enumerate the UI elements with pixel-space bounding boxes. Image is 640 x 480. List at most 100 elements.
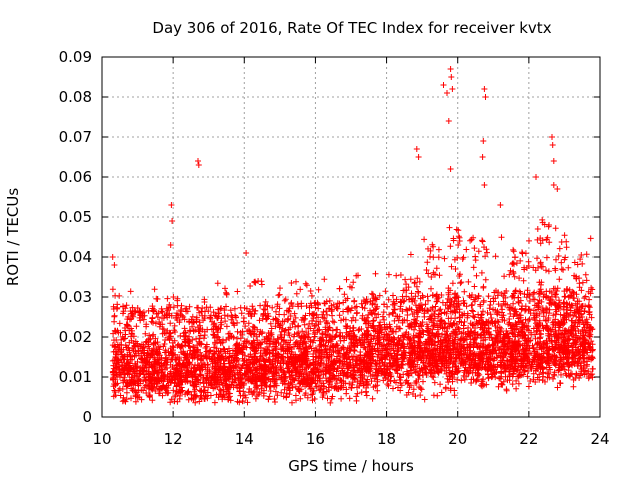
roti-point [329, 327, 336, 334]
roti-point [346, 395, 353, 402]
roti-point [175, 341, 182, 348]
roti-point [285, 316, 292, 323]
roti-point [461, 376, 468, 383]
roti-point [275, 292, 282, 299]
roti-point [260, 306, 267, 313]
roti-point [524, 373, 531, 380]
roti-point [536, 376, 543, 383]
roti-point [120, 310, 126, 317]
roti-point [207, 392, 214, 399]
roti-point [167, 399, 174, 406]
roti-point [268, 331, 275, 338]
roti-point [588, 314, 595, 321]
roti-point [222, 285, 228, 292]
roti-point [214, 280, 221, 287]
roti-point [501, 273, 508, 280]
roti-point [547, 366, 554, 373]
roti-point [263, 316, 270, 323]
roti-point [390, 292, 396, 299]
roti-point [377, 319, 384, 326]
roti-point [111, 318, 118, 325]
roti-point [465, 278, 472, 285]
roti-point [368, 290, 375, 297]
roti-point [583, 251, 590, 258]
roti-point [390, 385, 396, 392]
roti-point [149, 315, 156, 322]
roti-point [287, 380, 294, 387]
roti-point [278, 389, 285, 396]
roti-point [482, 253, 489, 260]
roti-point [482, 276, 489, 283]
roti-point [224, 313, 231, 320]
roti-point [363, 392, 370, 399]
roti-point [346, 380, 353, 387]
roti-point [287, 313, 294, 319]
roti-point [380, 309, 387, 316]
roti-point [251, 310, 258, 317]
roti-point [221, 346, 228, 353]
roti-point [458, 279, 465, 286]
roti-point [271, 396, 278, 402]
roti-point [431, 379, 438, 386]
roti-point [365, 311, 372, 318]
roti-point [368, 378, 375, 385]
roti-point [350, 279, 357, 286]
roti-point [329, 318, 336, 325]
roti-point [276, 291, 283, 298]
roti-point [525, 383, 532, 390]
roti-point [515, 373, 522, 380]
roti-point [438, 389, 445, 396]
roti-point [222, 318, 229, 325]
roti-point [286, 308, 292, 315]
roti-point [544, 306, 551, 313]
roti-point [526, 298, 533, 304]
roti-point [336, 285, 343, 292]
roti-point [308, 292, 315, 299]
roti-point [213, 345, 220, 352]
roti-point [526, 316, 533, 323]
roti-point [357, 349, 364, 355]
roti-point [273, 308, 279, 315]
roti-point [515, 380, 522, 387]
roti-point [116, 292, 123, 299]
roti-point [445, 364, 452, 371]
roti-point [252, 395, 259, 402]
chart-title: Day 306 of 2016, Rate Of TEC Index for r… [152, 19, 551, 37]
roti-point [498, 234, 505, 241]
roti-point [485, 293, 492, 300]
roti-point [297, 395, 304, 402]
roti-point [257, 302, 264, 309]
roti-point [210, 309, 217, 316]
roti-point [438, 310, 445, 317]
roti-point [297, 286, 304, 293]
roti-point [394, 370, 401, 377]
roti-point [546, 288, 553, 295]
roti-point [512, 287, 519, 294]
roti-point [292, 323, 299, 330]
roti-point [272, 399, 278, 405]
roti-point [421, 236, 428, 243]
roti-point [348, 317, 355, 324]
roti-point [334, 326, 341, 333]
roti-point [384, 381, 391, 388]
roti-point [152, 388, 159, 394]
roti-point [234, 328, 241, 335]
roti-point [309, 391, 316, 398]
roti-point [402, 276, 409, 283]
roti-point [478, 382, 485, 389]
roti-point [281, 311, 288, 318]
roti-point [451, 256, 458, 263]
roti-point [189, 313, 196, 320]
roti-point [236, 399, 243, 406]
roti-point [317, 318, 324, 325]
roti-point [292, 392, 299, 399]
roti-point [437, 306, 444, 313]
roti-point [223, 323, 230, 330]
roti-point [422, 301, 429, 308]
roti-point [567, 311, 574, 318]
roti-point [451, 392, 458, 399]
roti-point [393, 272, 400, 279]
roti-point [469, 301, 476, 308]
roti-point [436, 272, 443, 279]
roti-point [589, 371, 596, 378]
